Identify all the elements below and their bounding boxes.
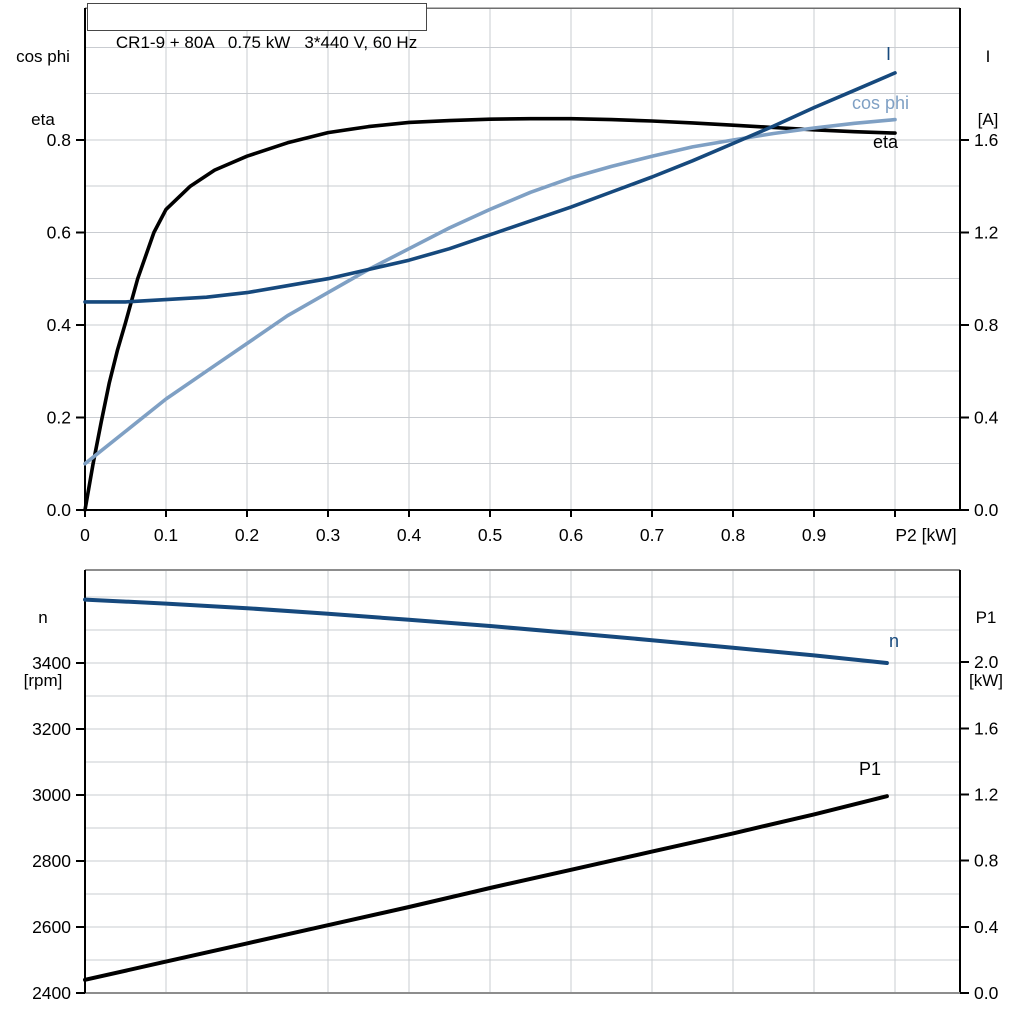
axis-title-eta: eta	[31, 110, 55, 129]
tick-marks	[76, 661, 969, 994]
axis-title-current-unit: [A]	[977, 110, 999, 129]
right-tick-label: 1.6	[974, 718, 998, 738]
right-tick-label: 1.2	[974, 222, 998, 242]
right-tick-label: 0.8	[974, 315, 998, 335]
curve-label-eta: eta	[873, 132, 899, 152]
left-tick-label: 0.6	[47, 222, 71, 242]
x-tick-label: 0.5	[478, 525, 502, 545]
right-tick-label: 2.0	[974, 652, 999, 672]
chart-title-box: CR1-9 + 80A 0.75 kW 3*440 V, 60 Hz	[87, 3, 428, 52]
axis-title-current: I	[985, 47, 991, 66]
curve-label-current: I	[886, 44, 892, 64]
x-tick-label: 0.1	[154, 525, 178, 545]
axis-title-speed-unit: [rpm]	[23, 671, 63, 690]
right-tick-label: 0.0	[974, 983, 999, 1003]
x-tick-label: 0.2	[235, 525, 259, 545]
gridlines	[85, 570, 960, 993]
tick-labels: 0.0 0.2 0.4 0.6 0.8 0.0 0.4 0.8 1.2 1.6 0 0.1 0.2 0.3…	[47, 130, 999, 545]
bottom-right-axis-title: P1 [kW]	[951, 565, 1021, 733]
left-tick-label: 0.0	[47, 500, 72, 520]
left-tick-label: 2800	[32, 851, 71, 871]
curve-label-speed: n	[889, 631, 900, 651]
curve-label-cos-phi: cos phi	[852, 93, 910, 113]
bottom-left-axis-title: n [rpm]	[4, 565, 82, 733]
left-tick-label: 3400	[32, 653, 71, 673]
right-tick-label: 1.2	[974, 785, 998, 805]
gridlines	[85, 8, 960, 510]
x-tick-label: 0.8	[721, 525, 745, 545]
plot-frame	[83, 7, 962, 512]
axis-title-speed: n	[38, 608, 48, 627]
left-tick-label: 2600	[32, 917, 71, 937]
series-n	[83, 597, 889, 665]
series-eta	[83, 116, 897, 512]
x-tick-label: 0.7	[640, 525, 664, 545]
x-tick-label: 0.4	[397, 525, 422, 545]
tick-marks	[76, 139, 969, 517]
right-tick-label: 0.4	[974, 407, 999, 427]
x-tick-label: 0.9	[802, 525, 826, 545]
curve-label-p1: P1	[859, 759, 882, 779]
left-tick-label: 0.4	[47, 315, 72, 335]
plot-frame	[83, 569, 962, 995]
x-tick-label: 0.3	[316, 525, 340, 545]
left-tick-label: 2400	[32, 983, 71, 1003]
right-tick-label: 0.8	[974, 851, 998, 871]
top-chart: 0.0 0.2 0.4 0.6 0.8 0.0 0.4 0.8 1.2 1.6 0 0.1 0.2 0.3…	[47, 7, 999, 545]
chart-title: CR1-9 + 80A 0.75 kW 3*440 V, 60 Hz	[115, 33, 418, 52]
x-axis-unit-label: P2 [kW]	[895, 525, 956, 545]
tick-labels: 2400 2600 2800 3000 3200 3400 0.0 0.4 0.8 1.2 1.6 2…	[32, 652, 999, 1003]
bottom-chart: 2400 2600 2800 3000 3200 3400 0.0 0.4 0.8 1.2 1.6 2…	[32, 569, 999, 1003]
series-P1	[83, 794, 889, 982]
x-tick-label: 0.6	[559, 525, 583, 545]
axis-title-p1-unit: [kW]	[969, 671, 1003, 690]
left-tick-label: 0.2	[47, 407, 71, 427]
series-I	[83, 71, 897, 304]
right-tick-label: 0.4	[974, 917, 999, 937]
axis-title-p1: P1	[975, 608, 997, 627]
series-cos-phi	[83, 117, 897, 466]
x-tick-label: 0	[80, 525, 90, 545]
left-tick-label: 3000	[32, 785, 71, 805]
left-tick-label: 3200	[32, 719, 71, 739]
top-left-axis-title: cos phi eta	[4, 4, 82, 172]
top-right-axis-title: I [A]	[957, 4, 1019, 172]
axis-title-cos-phi: cos phi	[16, 47, 70, 66]
right-tick-label: 1.6	[974, 130, 998, 150]
left-tick-label: 0.8	[47, 130, 71, 150]
right-tick-label: 0.0	[974, 500, 999, 520]
